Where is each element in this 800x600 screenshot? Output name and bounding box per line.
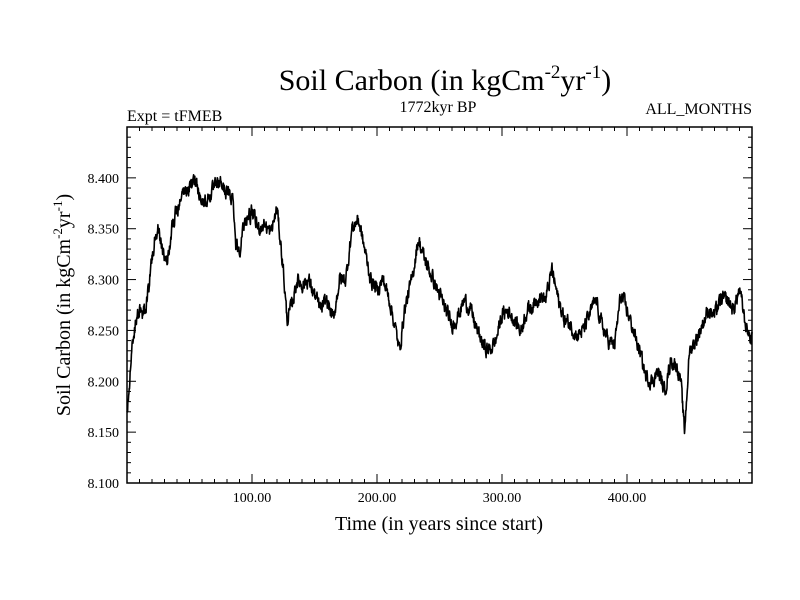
- y-tick-label: 8.300: [88, 274, 120, 289]
- title-superscript-2: -1: [585, 62, 601, 83]
- x-tick-label: 200.00: [358, 491, 397, 506]
- ylabel-superscript-2: -1: [50, 201, 65, 212]
- x-axis-label: Time (in years since start): [335, 513, 543, 535]
- ylabel-superscript-1: -2: [50, 228, 65, 239]
- experiment-label: Expt = tFMEB: [127, 108, 222, 125]
- title-unit-yr: yr: [560, 64, 585, 97]
- title-close-paren: ): [601, 64, 611, 97]
- y-tick-label: 8.250: [88, 324, 120, 339]
- period-label: 1772kyr BP: [400, 99, 477, 116]
- plot-frame: [126, 126, 753, 484]
- x-tick-label: 100.00: [233, 491, 272, 506]
- series-line-soil-carbon: [126, 174, 753, 435]
- ylabel-unit-yr: yr: [53, 211, 75, 228]
- y-tick-label: 8.400: [88, 172, 120, 187]
- y-tick-label: 8.350: [88, 223, 120, 238]
- title-superscript-1: -2: [545, 62, 561, 83]
- ylabel-main: Soil Carbon (in kgCm: [53, 238, 75, 416]
- ylabel-close-paren: ): [53, 194, 75, 201]
- x-tick-label: 300.00: [483, 491, 522, 506]
- y-tick-label: 8.200: [88, 375, 120, 390]
- chart-title: Soil Carbon (in kgCm-2yr-1): [279, 62, 612, 97]
- y-tick-label: 8.100: [88, 477, 120, 492]
- y-axis-label: Soil Carbon (in kgCm-2yr-1): [50, 194, 75, 416]
- title-main: Soil Carbon (in kgCm: [279, 64, 545, 97]
- months-label: ALL_MONTHS: [645, 101, 752, 118]
- y-tick-label: 8.150: [88, 426, 120, 441]
- tick-labels: 100.00 200.00 300.00 400.00 8.100 8.150 8.200 8…: [88, 172, 647, 506]
- x-tick-label: 400.00: [608, 491, 647, 506]
